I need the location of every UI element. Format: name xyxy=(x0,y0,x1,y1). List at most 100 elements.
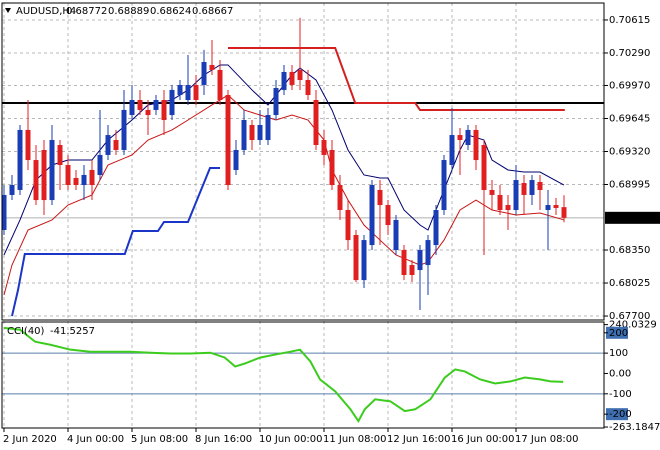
x-tick-label: 17 Jun 08:00 xyxy=(515,434,579,445)
candle-body xyxy=(489,189,495,195)
candle-body xyxy=(313,99,319,145)
y-tick-label: -200 xyxy=(609,409,632,420)
candle-body xyxy=(297,69,303,80)
cci-line xyxy=(3,326,564,424)
indicator-line xyxy=(228,46,565,111)
candle-body xyxy=(153,99,159,110)
cci-title: CCI(40) xyxy=(7,326,45,337)
candle-body xyxy=(33,160,39,201)
candle-body xyxy=(377,189,383,206)
candle-body xyxy=(201,62,207,85)
candle-body xyxy=(457,135,463,141)
candle-body xyxy=(305,79,311,96)
header-open: 0.68772 xyxy=(66,6,107,17)
candle-body xyxy=(401,250,407,276)
x-tick-label: 2 Jun 2020 xyxy=(3,434,57,445)
y-tick-label: 100 xyxy=(609,348,628,359)
candle-body xyxy=(121,109,127,150)
x-tick-label: 16 Jun 00:00 xyxy=(451,434,515,445)
header-low: 0.68624 xyxy=(150,6,191,17)
candle-body xyxy=(321,140,327,155)
candle-body xyxy=(473,129,479,161)
candle-body xyxy=(169,89,175,116)
candle-body xyxy=(329,149,335,186)
y-tick-label: 0.68350 xyxy=(609,245,650,256)
candle-body xyxy=(449,135,455,166)
candle-body xyxy=(9,185,15,195)
cci-value: -41.5257 xyxy=(50,326,95,337)
y-tick-label: 0.70290 xyxy=(609,48,650,59)
indicator-line xyxy=(3,94,565,296)
candle-body xyxy=(129,99,135,116)
y-tick-label: -263.1847 xyxy=(609,422,660,433)
candle-body xyxy=(81,174,87,186)
y-tick-label: 0.68025 xyxy=(609,278,650,289)
candle-body xyxy=(265,115,271,141)
level-box xyxy=(606,408,628,421)
candle-body xyxy=(193,84,199,100)
main-panel-frame xyxy=(1,2,605,321)
candle-body xyxy=(57,144,63,166)
candle-body xyxy=(177,84,183,96)
y-tick-label: 0.69320 xyxy=(609,146,650,157)
candle-body xyxy=(417,250,423,271)
x-tick-label: 11 Jun 08:00 xyxy=(323,434,387,445)
y-tick-label: 0.00 xyxy=(609,368,631,379)
y-tick-label: -100 xyxy=(609,389,632,400)
candle-body xyxy=(465,129,471,145)
collapse-triangle[interactable] xyxy=(5,8,11,13)
candle-body xyxy=(529,180,535,195)
header-high: 0.68889 xyxy=(108,6,149,17)
cci-panel-frame xyxy=(1,321,605,429)
candle-body xyxy=(41,149,47,201)
candle-body xyxy=(113,140,119,150)
candle-body xyxy=(545,205,551,210)
candle-body xyxy=(105,135,111,155)
candle-body xyxy=(225,95,231,186)
candle-body xyxy=(25,129,31,161)
y-tick-label: 0.69970 xyxy=(609,80,650,91)
x-tick-label: 4 Jun 00:00 xyxy=(67,434,124,445)
y-tick-label: 0.68995 xyxy=(609,180,650,191)
candle-body xyxy=(409,265,415,276)
candle-body xyxy=(289,71,295,85)
y-tick-label: 240.0329 xyxy=(609,320,657,331)
candle-body xyxy=(233,149,239,170)
candle-body xyxy=(393,219,399,251)
candle-body xyxy=(337,185,343,210)
candle-body xyxy=(49,140,55,201)
candle-body xyxy=(433,209,439,246)
candle-body xyxy=(553,205,559,208)
candle-body xyxy=(537,181,543,190)
y-tick-label: 0.70615 xyxy=(609,15,650,26)
candle-body xyxy=(145,109,151,116)
candle-body xyxy=(257,124,263,141)
candle-body xyxy=(65,165,71,186)
candle-body xyxy=(345,209,351,241)
candle-body xyxy=(353,234,359,281)
y-tick-label: 0.69645 xyxy=(609,113,650,124)
level-box xyxy=(606,326,628,339)
candle-body xyxy=(17,129,23,190)
candle-body xyxy=(521,182,527,195)
candle-body xyxy=(161,99,167,121)
candle-body xyxy=(481,144,487,190)
candle-body xyxy=(441,160,447,210)
candle-body xyxy=(561,207,567,218)
candle-body xyxy=(369,185,375,246)
x-tick-label: 8 Jun 16:00 xyxy=(195,434,252,445)
candle-body xyxy=(73,178,79,186)
current-price-box xyxy=(605,211,660,224)
candle-body xyxy=(89,169,95,186)
candle-body xyxy=(249,124,255,141)
x-tick-label: 10 Jun 00:00 xyxy=(259,434,323,445)
candle-body xyxy=(1,194,7,231)
y-tick-label: 200 xyxy=(609,328,628,339)
candle-body xyxy=(209,64,215,70)
x-tick-label: 12 Jun 16:00 xyxy=(387,434,451,445)
candle-body xyxy=(97,154,103,175)
candle-body xyxy=(497,194,503,210)
indicator-line xyxy=(11,166,220,317)
